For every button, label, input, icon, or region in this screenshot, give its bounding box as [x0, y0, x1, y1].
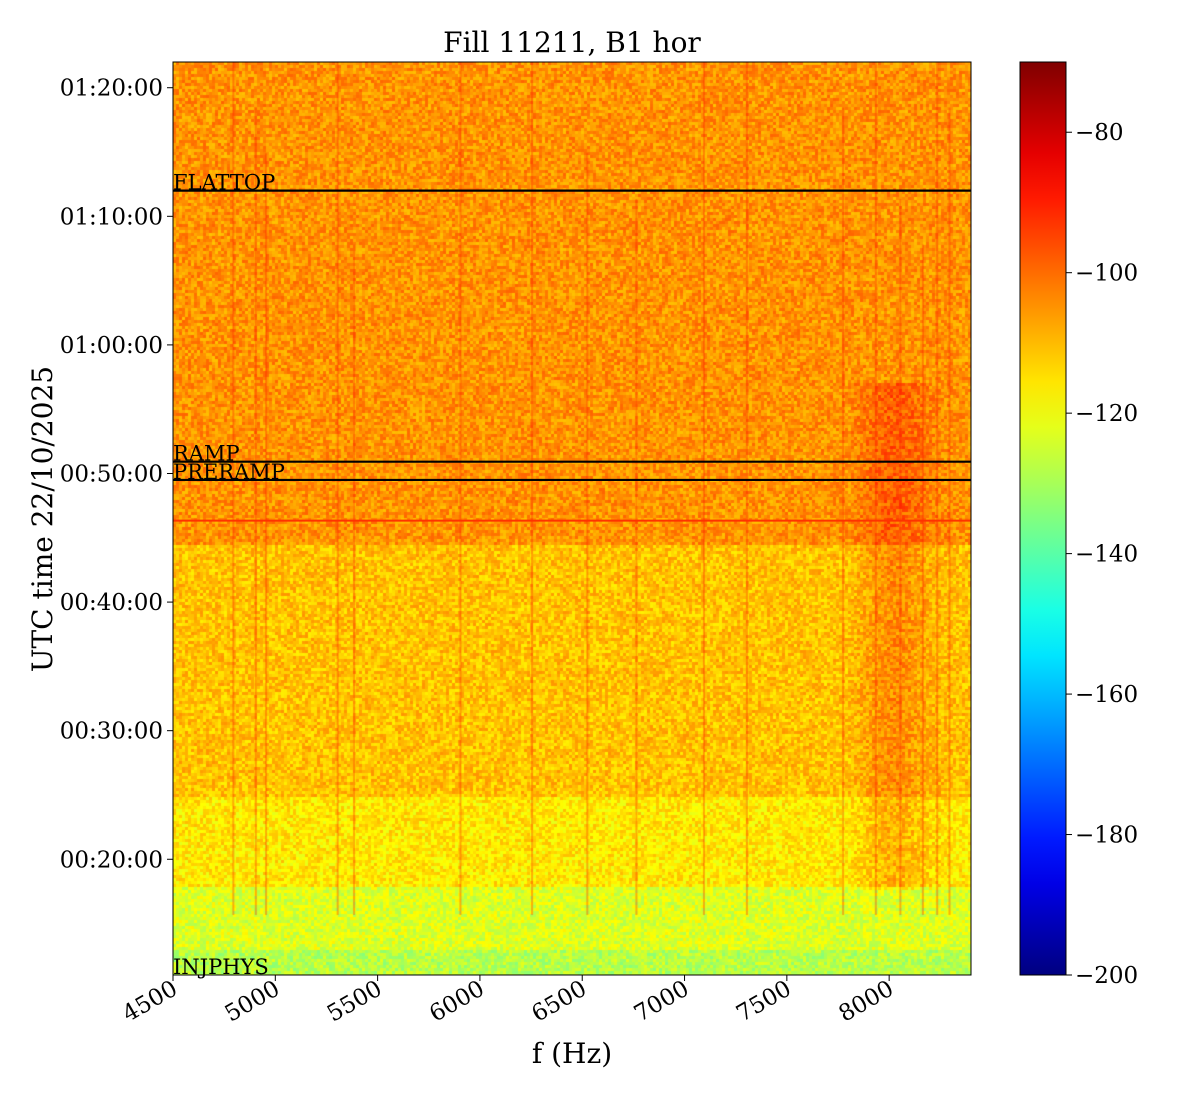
plot-frame: [172, 61, 972, 976]
x-tick-label: 6000: [425, 976, 489, 1028]
colorbar: [1019, 61, 1067, 976]
y-tick-label: 01:00:00: [60, 333, 163, 359]
spectrogram-heatmap: [173, 62, 971, 975]
x-tick-label: 5000: [221, 976, 285, 1028]
y-tick-label: 00:40:00: [60, 590, 163, 616]
event-label: PRERAMP: [173, 460, 285, 484]
x-tick-label: 7500: [732, 976, 796, 1028]
y-tick-label: 00:20:00: [60, 847, 163, 873]
x-axis-label: f (Hz): [532, 1037, 612, 1070]
colorbar-ticks: −200 −180 −160 −140 −120 −100 −80: [1066, 120, 1138, 989]
colorbar-tick-label: −80: [1075, 120, 1124, 146]
x-tick-label: 6500: [528, 976, 592, 1028]
x-tick-label: 5500: [323, 976, 387, 1028]
x-tick-label: 7000: [630, 976, 694, 1028]
y-tick-label: 00:50:00: [60, 461, 163, 487]
colorbar-tick-label: −180: [1075, 823, 1138, 849]
x-tick-label: 4500: [118, 976, 182, 1028]
heatmap-image: [173, 62, 971, 975]
event-label: FLATTOP: [173, 171, 275, 195]
colorbar-tick-label: −120: [1075, 401, 1138, 427]
y-axis-ticks: 00:20:00 00:30:00 00:40:00 00:50:00 01:00:00…: [60, 76, 173, 873]
event-label: RAMP: [173, 442, 240, 466]
colorbar-tick-label: −100: [1075, 261, 1138, 287]
event-lines: [173, 189, 971, 522]
x-tick-label: 8000: [834, 976, 898, 1028]
colorbar-tick-label: −140: [1075, 542, 1138, 568]
x-axis-ticks: 4500 5000 5500 6000 6500 7000 7500 8000: [118, 975, 898, 1027]
colorbar-tick-label: −160: [1075, 682, 1138, 708]
colorbar-tick-label: −200: [1075, 963, 1138, 989]
chart-title: Fill 11211, B1 hor: [443, 26, 701, 59]
y-axis-label: UTC time 22/10/2025: [26, 366, 59, 672]
y-tick-label: 01:10:00: [60, 204, 163, 230]
y-tick-label: 00:30:00: [60, 719, 163, 745]
y-tick-label: 01:20:00: [60, 76, 163, 102]
